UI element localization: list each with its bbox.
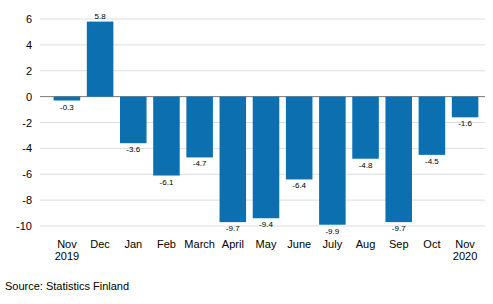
x-tick-label-line: July [323,238,343,250]
bar [54,97,81,101]
x-tick: July [323,238,343,250]
data-labels: -0.3 5.8 -3.6 -6.1 -4.7 -9.7 -9.4 -6.4 -9.9 -4.8 -… [60,12,473,236]
data-label: 5.8 [95,12,107,21]
data-label: -4.7 [193,159,207,168]
bar [452,97,479,118]
x-tick-label-line: Dec [90,238,110,250]
x-tick-label-line: Nov [455,238,475,250]
y-tick-label: -6 [22,168,32,180]
x-tick-label: Nov2020 [453,238,477,263]
x-tick: Nov2020 [453,238,477,263]
y-axis-line [40,20,41,227]
x-tick-label: Nov2019 [55,238,79,263]
data-label: -3.6 [126,145,140,154]
x-tick: Nov2019 [55,238,79,263]
x-tick: Aug [356,238,376,250]
x-tick-label: May [256,238,277,250]
data-label: -9.7 [226,224,240,233]
x-tick-label: Jan [124,238,142,250]
x-tick: April [222,238,244,250]
x-tick-label: Aug [356,238,376,250]
chart: -10 -8 -6 -4 -2 0 2 4 6 -0.3 5.8 -3.6 -6.1 -4.7 -9.7 -9… [0,0,493,304]
y-tick: -4 [22,142,40,154]
y-tick-label: -2 [22,117,32,129]
y-tick: -10 [16,220,40,232]
x-tick: Feb [157,238,176,250]
x-tick-label: Feb [157,238,176,250]
y-tick-label: -8 [22,194,32,206]
x-tick: Dec [90,238,110,250]
x-tick-label-line: Oct [423,238,440,250]
x-tick-label-line: Feb [157,238,176,250]
data-label: -4.8 [359,161,373,170]
x-tick: Sep [389,238,409,250]
y-tick-label: 2 [26,65,32,77]
x-tick-label-line: Nov [57,238,77,250]
data-label: -6.1 [160,178,174,187]
x-tick-label: June [287,238,311,250]
x-tick: May [256,238,277,250]
data-label: -9.7 [392,224,406,233]
data-label: -4.5 [425,157,439,166]
bar [153,97,180,176]
data-label: -0.3 [60,103,74,112]
x-tick-label-line: Sep [389,238,409,250]
bar [120,97,147,144]
data-label: -9.4 [259,220,273,229]
x-tick-label-line: Aug [356,238,376,250]
bar [419,97,446,155]
y-tick-label: 6 [26,13,32,25]
x-tick-label: Dec [90,238,110,250]
bar [319,97,346,225]
bar [286,97,313,180]
x-axis: Nov2019DecJanFebMarchAprilMayJuneJulyAug… [55,238,478,263]
x-tick: June [287,238,311,250]
bar [87,22,114,97]
bar [186,97,213,158]
x-tick: Oct [423,238,440,250]
data-label: -6.4 [292,181,306,190]
y-tick: 4 [26,39,40,51]
grid-line [40,19,485,20]
x-tick-label-line: Jan [124,238,142,250]
bar [352,97,379,159]
data-label: -1.6 [458,119,472,128]
x-tick-label: March [184,238,215,250]
x-tick-label-line: May [256,238,277,250]
source: Source: Statistics Finland [5,280,129,292]
y-tick-label: -10 [16,220,32,232]
x-tick-label-line: April [222,238,244,250]
bar [220,97,247,222]
y-tick: -6 [22,168,40,180]
x-tick-label-line: March [184,238,215,250]
x-tick-label: Oct [423,238,440,250]
x-tick: March [184,238,215,250]
x-tick-label: July [323,238,343,250]
grid [40,19,485,226]
y-tick: 2 [26,65,40,77]
y-tick-label: 4 [26,39,32,51]
data-label: -9.9 [325,227,339,236]
x-tick-label: Sep [389,238,409,250]
x-tick-label-line: 2020 [453,250,477,262]
bars [54,22,479,225]
y-axis: -10 -8 -6 -4 -2 0 2 4 6 [16,13,40,232]
x-tick-label-line: 2019 [55,250,79,262]
y-tick: -2 [22,117,40,129]
y-tick-label: 0 [26,91,32,103]
y-tick: -8 [22,194,40,206]
y-tick-label: -4 [22,142,32,154]
bar [253,97,280,219]
y-tick: 0 [26,91,40,103]
bar [385,97,412,222]
x-tick-label-line: June [287,238,311,250]
x-tick: Jan [124,238,142,250]
x-tick-label: April [222,238,244,250]
y-tick: 6 [26,13,40,25]
